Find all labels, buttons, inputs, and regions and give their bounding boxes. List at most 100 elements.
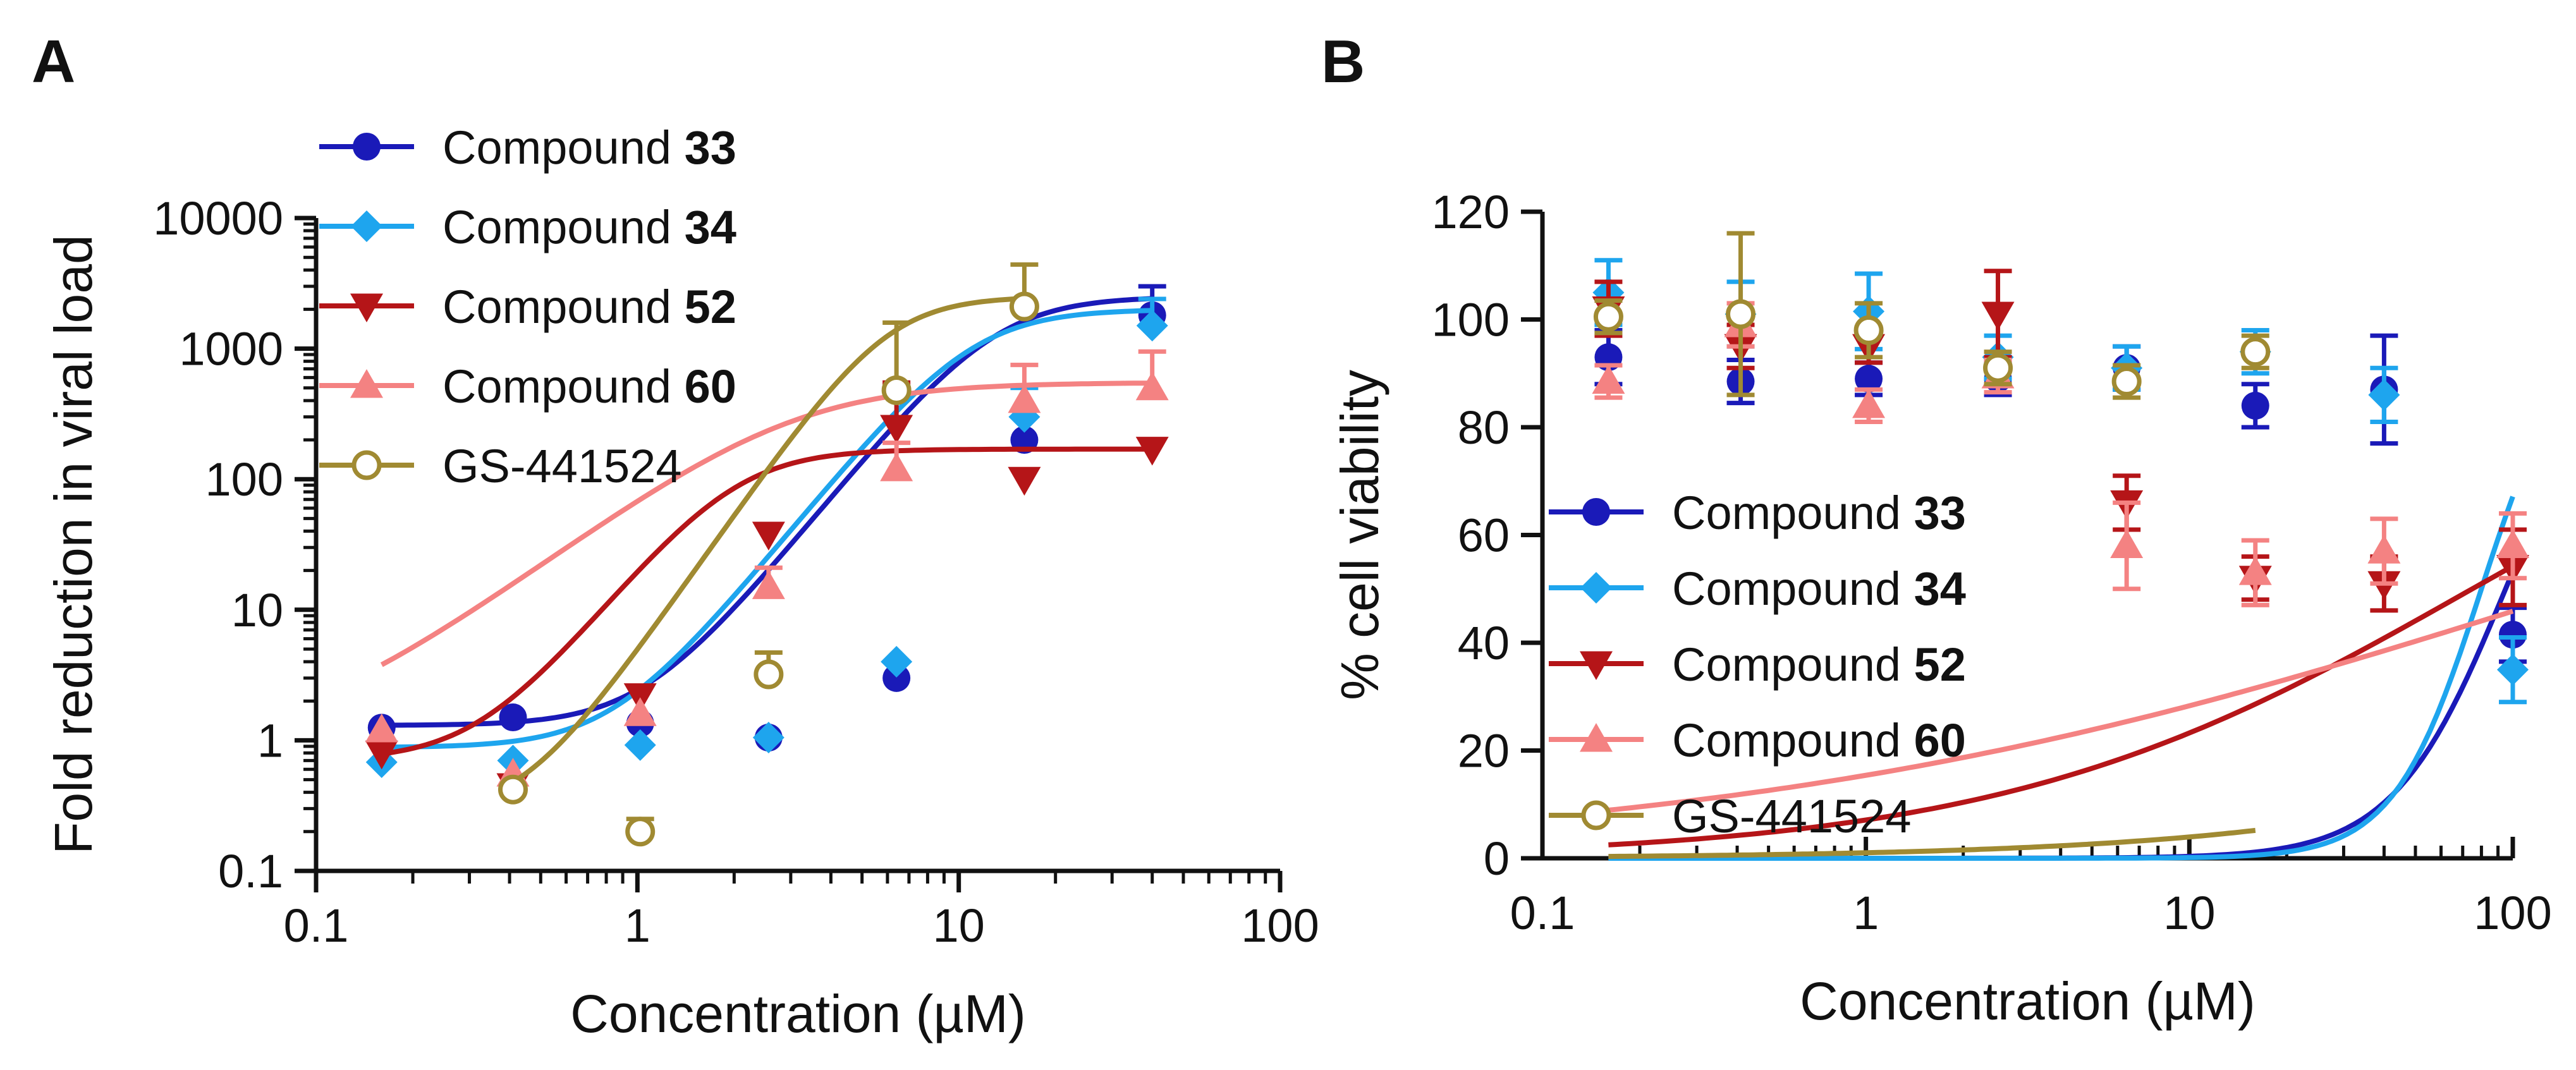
panel-b-legend-marker	[1580, 651, 1613, 680]
panel-a-legend-name: Compound	[443, 360, 685, 413]
panel-b-x-tick-label: 10	[2163, 887, 2215, 939]
panel-a-series-compound-60-point	[365, 714, 398, 743]
panel-a-y-tick-label: 1000	[179, 323, 283, 375]
panel-a-legend-number: 33	[685, 121, 736, 174]
panel-a-x-tick-label: 0.1	[284, 899, 349, 952]
panel-b-y-tick-label: 40	[1458, 617, 1510, 669]
panel-b-y-tick-label: 20	[1458, 725, 1510, 777]
panel-a-legend-marker	[350, 293, 383, 322]
panel-a-series-compound-60	[365, 349, 1169, 787]
panel-b-legend-marker	[1582, 498, 1610, 526]
panel-b-y-tick-label: 80	[1458, 401, 1510, 454]
panel-b-series-gs-441524-point	[2111, 367, 2142, 397]
panel-a-series-compound-33-point	[499, 703, 527, 732]
panel-b-y-tick-label: 100	[1432, 294, 1510, 346]
panel-b-series-compound-60-point	[1852, 389, 1886, 418]
panel-b-series-gs-441524	[1593, 231, 2271, 860]
panel-a-legend-label: Compound 33	[443, 121, 736, 174]
panel-a-legend-name: Compound	[443, 121, 685, 174]
panel-b-series-compound-34-fit-curve	[1608, 495, 2515, 861]
panel-b-legend-name: Compound	[1672, 638, 1914, 691]
panel-a-y-tick-label: 10000	[153, 192, 283, 245]
panel-a-y-tick-label: 100	[205, 453, 283, 506]
panel-a-series-compound-52-point	[1008, 466, 1041, 496]
panel-a-series-gs-441524-point	[625, 817, 656, 847]
panel-a-x-tick-label: 100	[1241, 899, 1319, 952]
panel-a-y-axis-title: Fold reduction in viral load	[44, 234, 103, 854]
panel-a-legend-name: Compound	[443, 281, 685, 333]
panel-a-legend-marker	[351, 210, 382, 242]
panel-a-series-gs-441524-point	[881, 375, 912, 405]
panel-a-series-compound-60-point	[1135, 371, 1169, 401]
panel-b-series-compound-34-point	[2497, 654, 2529, 686]
panel-b-legend-label: GS-441524	[1672, 790, 1912, 842]
panel-b-chart: 0.1 1 10 100 0 20 40 60 80 100 120 Concentration (µ…	[1330, 186, 2552, 1031]
panel-b-series-gs-441524-point	[1593, 301, 1623, 332]
panel-b-series-compound-60-point	[2367, 535, 2401, 564]
panel-a-series-compound-52-point	[1135, 437, 1169, 466]
panel-a-series-compound-52-fit-curve	[381, 446, 1152, 757]
panel-b-legend-name: Compound	[1672, 562, 1914, 615]
panel-a-series-gs-441524-fit-curve	[511, 296, 1025, 784]
panel-b-y-axis-title: % cell viability	[1330, 370, 1389, 700]
panel-a-series-compound-34-point	[1136, 310, 1168, 342]
panel-a-legend-label: GS-441524	[443, 440, 682, 492]
panel-a-legend-marker	[351, 450, 382, 480]
panel-a-legend-number: 52	[685, 281, 736, 333]
panel-a-x-tick-label: 10	[933, 899, 985, 952]
panel-b-series-compound-33-point	[2241, 391, 2269, 420]
panel-b-series-compound-60-point	[2496, 529, 2529, 559]
panel-b-series-compound-52-fit-curve	[1608, 564, 2514, 848]
panel-b-y-tick-label: 120	[1432, 186, 1510, 238]
panel-b-legend-name: GS-441524	[1672, 790, 1912, 842]
panel-b-series-gs-441524-point	[2240, 337, 2271, 367]
panel-a-legend-label: Compound 60	[443, 360, 736, 413]
panel-a-y-tick-label: 0.1	[218, 845, 283, 897]
panel-b-x-tick-label: 1	[1853, 887, 1879, 939]
panel-b-series-compound-52-point	[1981, 301, 2015, 331]
panel-b-x-axis-title: Concentration (µM)	[1800, 971, 2256, 1031]
panel-a-series-compound-34-point	[624, 729, 656, 761]
panel-b-series-compound-60-point	[1592, 365, 1625, 394]
panel-a-series-gs-441524-point	[497, 774, 528, 805]
panel-b-legend-label: Compound 34	[1672, 562, 1966, 615]
panel-a-legend-label: Compound 52	[443, 281, 736, 333]
panel-b-legend-name: Compound	[1672, 487, 1914, 539]
panel-a-series-gs-441524-point	[754, 659, 784, 690]
panel-b-series-compound-60-point	[2110, 529, 2144, 559]
panel-a-series-compound-34-point	[752, 722, 784, 754]
panel-b-legend-label: Compound 52	[1672, 638, 1966, 691]
panel-a-series-compound-52-point	[880, 415, 913, 444]
panel-a-legend-marker	[353, 133, 381, 161]
panel-b-series-gs-441524-point	[1726, 299, 1756, 329]
panel-b-legend-marker	[1581, 800, 1611, 830]
panel-a-series-gs-441524	[497, 262, 1039, 847]
panel-a-legend-number: 34	[685, 201, 736, 253]
panel-a-series-compound-33-point	[882, 664, 911, 692]
panel-a-series-compound-60-point	[752, 570, 785, 599]
panel-b-legend-label: Compound 60	[1672, 714, 1966, 767]
panel-b-legend-name: Compound	[1672, 714, 1914, 767]
panel-b-series-compound-34-point	[2368, 379, 2400, 411]
panel-b-letter: B	[1321, 28, 1365, 95]
panel-a-series-compound-34-point	[881, 646, 913, 678]
panel-b-series-gs-441524-point	[1983, 353, 2013, 383]
panel-b-y-tick-label: 0	[1484, 832, 1510, 885]
panel-b-series-compound-60-point	[2238, 556, 2272, 585]
panel-a-series-compound-60-point	[623, 697, 657, 726]
panel-b-legend-number: 60	[1914, 714, 1966, 767]
panel-a-series-compound-60-point	[1008, 384, 1041, 413]
panel-b-series-gs-441524-point	[1853, 315, 1884, 346]
panel-a-legend-marker	[350, 369, 383, 398]
panel-b-legend-number: 52	[1914, 638, 1966, 691]
panel-a-series-compound-34-fit-curve	[381, 308, 1152, 750]
panel-b-series-compound-33-point	[2499, 621, 2527, 649]
panel-b-x-tick-label: 100	[2474, 887, 2551, 939]
panel-b-series-compound-60-fit-curve	[1608, 609, 2514, 813]
panel-a-series-compound-60-point	[880, 452, 913, 482]
panel-a-chart: 0.1 1 10 100 0.1 1 10 100 1000 10000 Concentration…	[44, 121, 1319, 1043]
panel-b-series-gs-441524-fit-curve	[1608, 827, 2256, 860]
panel-b-legend-number: 33	[1914, 487, 1966, 539]
panel-a-letter: A	[32, 28, 75, 95]
